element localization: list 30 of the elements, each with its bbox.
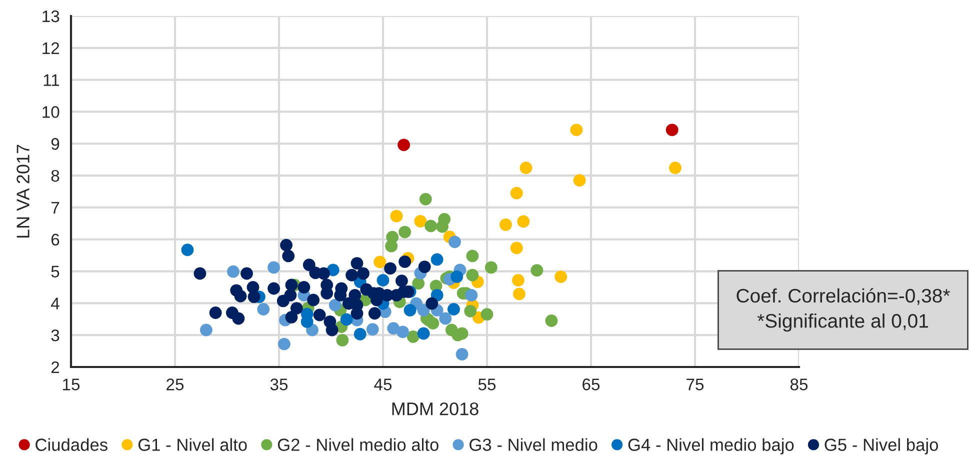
y-tick-label: 10 — [42, 106, 60, 118]
x-axis-title: MDM 2018 — [392, 402, 478, 416]
y-tick-label: 6 — [51, 234, 60, 246]
y-tick-label: 2 — [51, 361, 60, 374]
x-tick-label: 35 — [270, 378, 288, 390]
x-tick-label: 85 — [790, 378, 808, 390]
x-tick-label: 25 — [166, 378, 184, 390]
y-tick-label: 12 — [42, 42, 60, 54]
y-tick-label: 13 — [42, 10, 60, 22]
x-tick-label: 75 — [686, 378, 704, 390]
x-tick-label: 15 — [63, 378, 80, 390]
y-tick-label: 9 — [51, 138, 60, 150]
y-tick-label: 8 — [51, 170, 60, 182]
legend-label: Ciudades — [36, 438, 108, 451]
x-tick-label: 55 — [478, 378, 496, 390]
legend-label: G5 - Nivel bajo — [824, 438, 938, 454]
legend-label: G3 - Nivel medio — [470, 438, 598, 451]
y-axis-title: LN VA 2017 — [16, 144, 30, 238]
y-tick-label: 11 — [44, 74, 60, 86]
y-tick-label: 5 — [51, 266, 60, 278]
annotation: *Significante al 0,01 — [757, 314, 928, 332]
y-tick-label: 3 — [51, 329, 60, 342]
legend-label: G4 - Nivel medio bajo — [628, 438, 794, 454]
y-tick-label: 7 — [51, 202, 60, 214]
legend-label: G1 - Nivel alto — [138, 438, 247, 451]
y-tick-label: 4 — [51, 298, 60, 310]
legend-label: G2 - Nivel medio alto — [278, 438, 438, 451]
x-tick-label: 45 — [374, 378, 392, 390]
x-tick-label: 65 — [582, 378, 600, 390]
annotation: Coef. Correlación=-0,38* — [736, 288, 950, 305]
